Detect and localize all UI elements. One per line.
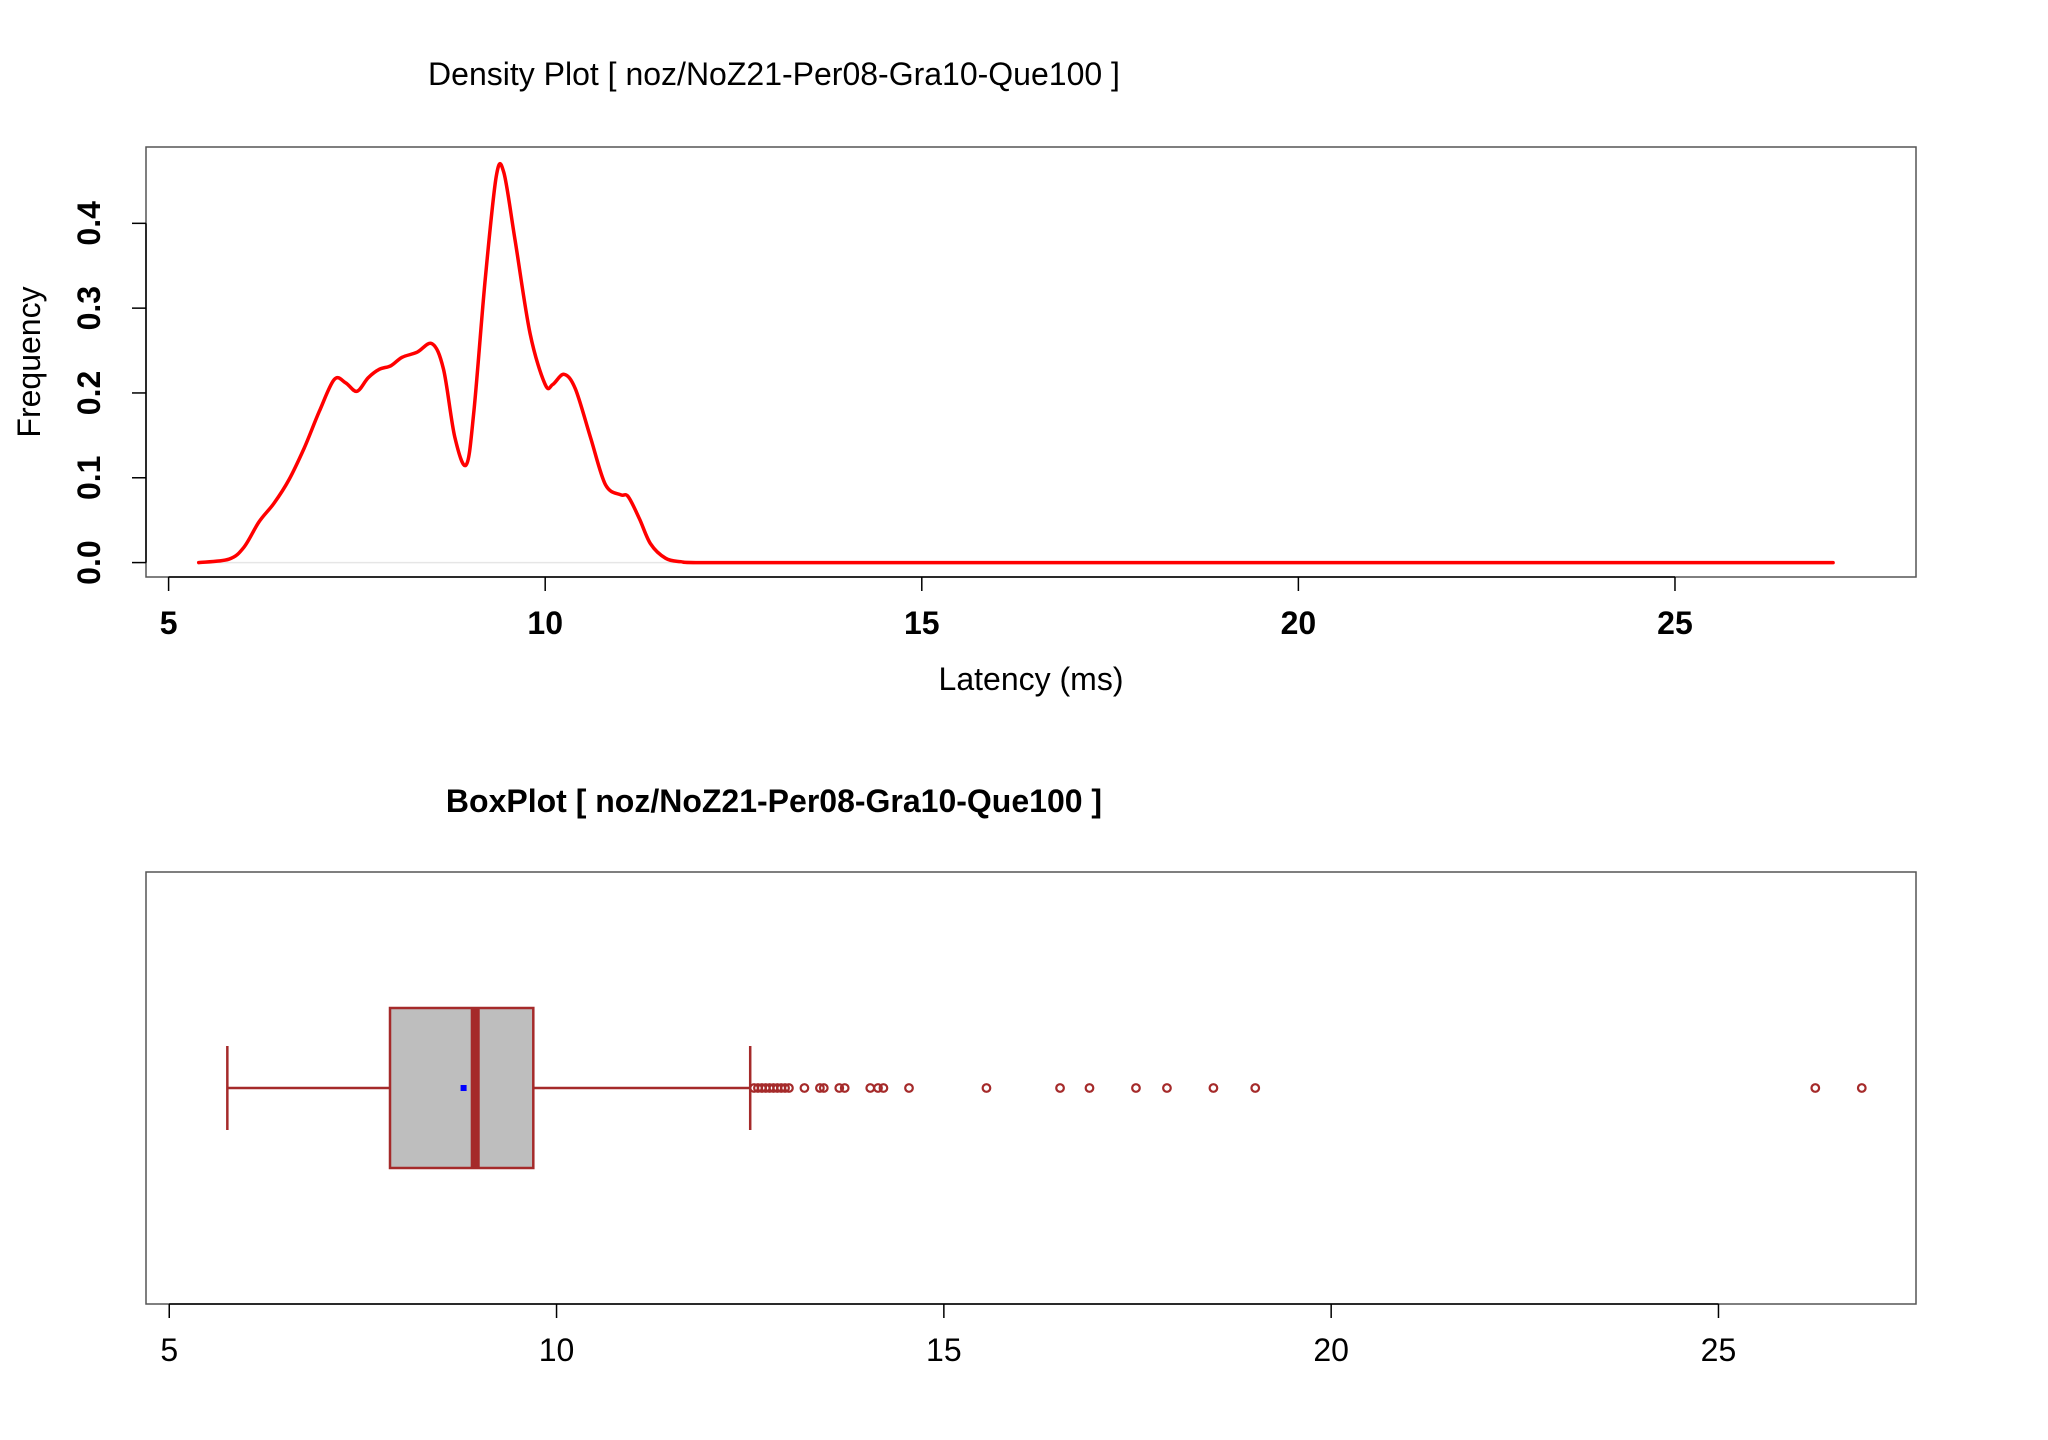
outlier-point [1084, 1083, 1095, 1093]
box-x-axis: 5 10 15 20 25 [160, 1303, 1737, 1368]
box-plot-title: BoxPlot [ noz/NoZ21-Per08-Gra10-Que100 ] [446, 783, 1102, 819]
density-x-tick-label: 20 [1281, 605, 1317, 641]
box-x-tick-label: 25 [1701, 1332, 1737, 1368]
density-plot-frame [145, 146, 1917, 578]
outlier-point [839, 1083, 850, 1093]
outlier-point [815, 1083, 825, 1093]
mean-marker [460, 1085, 467, 1091]
density-y-axis-label: Frequency [11, 286, 47, 437]
density-y-axis: 0.0 0.1 0.2 0.3 0.4 [71, 201, 147, 585]
density-series-line [196, 161, 1835, 565]
density-y-tick-label: 0.1 [71, 456, 107, 500]
box-plot: BoxPlot [ noz/NoZ21-Per08-Gra10-Que100 ]… [145, 783, 1917, 1368]
density-x-tick-label: 5 [160, 605, 178, 641]
outlier-point [865, 1083, 876, 1093]
outlier-point [784, 1083, 794, 1093]
density-plot-title: Density Plot [ noz/NoZ21-Per08-Gra10-Que… [428, 56, 1120, 92]
box-marks [226, 1006, 1867, 1170]
outlier-point [878, 1083, 889, 1093]
density-x-tick-label: 25 [1657, 605, 1693, 641]
outlier-point [818, 1083, 829, 1093]
outlier-point [780, 1083, 790, 1093]
outlier-point [1856, 1083, 1867, 1093]
outlier-point [1250, 1083, 1261, 1093]
density-x-axis: 5 10 15 20 25 [160, 576, 1693, 641]
outlier-point [1131, 1083, 1141, 1093]
box-x-tick-label: 20 [1313, 1332, 1349, 1368]
outlier-point [1055, 1083, 1065, 1093]
outlier-point [1208, 1083, 1219, 1093]
density-y-tick-label: 0.3 [71, 286, 107, 330]
density-y-tick-label: 0.4 [71, 201, 107, 246]
box-x-tick-label: 5 [160, 1332, 178, 1368]
outlier-point [1810, 1083, 1821, 1093]
outlier-point [799, 1083, 810, 1093]
outlier-point [834, 1083, 845, 1093]
density-x-tick-label: 15 [904, 605, 940, 641]
box-x-tick-label: 10 [539, 1332, 575, 1368]
density-y-tick-label: 0.0 [71, 540, 107, 584]
outlier-point [904, 1083, 914, 1093]
box-x-tick-label: 15 [926, 1332, 962, 1368]
outlier-point [1162, 1083, 1172, 1093]
outlier-point [981, 1083, 992, 1093]
density-x-tick-label: 10 [527, 605, 563, 641]
density-x-axis-label: Latency (ms) [939, 661, 1124, 697]
density-y-tick-label: 0.2 [71, 371, 107, 415]
outlier-point [873, 1083, 883, 1093]
density-plot: Density Plot [ noz/NoZ21-Per08-Gra10-Que… [11, 56, 1917, 697]
